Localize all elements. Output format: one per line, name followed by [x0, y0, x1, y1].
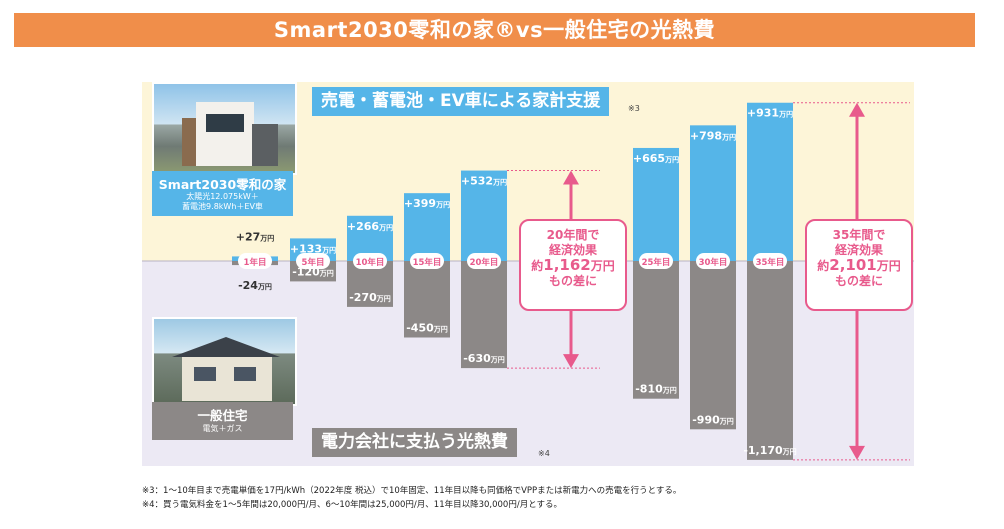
smart-house-photo	[152, 82, 297, 175]
year-label-5: 25年目	[642, 257, 671, 268]
bar-positive-5	[633, 147, 679, 261]
effect-35-box: 35年間で 経済効果 約2,101万円 もの差に	[805, 219, 913, 311]
value-label-negative-4: -630万円	[463, 352, 505, 365]
year-label-7: 35年目	[756, 257, 785, 268]
effect-20-amount: 1,162	[543, 256, 591, 274]
smart-house-name: Smart2030零和の家	[158, 177, 287, 192]
year-pill-2	[353, 253, 387, 269]
value-label-negative-0: -24万円	[238, 279, 272, 292]
effect-35-line4: もの差に	[834, 274, 883, 288]
smart-house-spec2: 蓄電池9.8kWh＋EV車	[182, 202, 263, 211]
effect-20-prefix: 約	[531, 259, 544, 273]
bar-positive-3	[404, 193, 450, 261]
year-label-4: 20年目	[470, 257, 499, 268]
value-label-negative-2: -270万円	[349, 291, 391, 304]
year-pill-3	[410, 253, 444, 269]
top-band-note: ※3	[628, 104, 640, 113]
effect-35-line2: 経済効果	[834, 243, 883, 257]
effect-35-unit: 万円	[876, 259, 901, 273]
effect-20-line1: 20年間で	[546, 228, 600, 242]
diff-arrow-35-head-up	[849, 102, 865, 117]
value-label-positive-7: +931万円	[747, 107, 793, 120]
diff-arrow-20-head-up	[563, 170, 579, 185]
effect-20-line3: 約1,162万円	[521, 258, 625, 274]
year-label-2: 10年目	[356, 257, 385, 268]
year-label-3: 15年目	[413, 257, 442, 268]
value-label-negative-6: -990万円	[692, 413, 734, 426]
year-pill-0	[238, 253, 272, 269]
bar-negative-4	[461, 261, 507, 369]
value-label-positive-0: +27万円	[236, 230, 275, 243]
general-house-name: 一般住宅	[197, 408, 248, 423]
year-pill-1	[296, 253, 330, 269]
chart-title: Smart2030零和の家®vs一般住宅の光熱費	[14, 13, 975, 47]
effect-20-box: 20年間で 経済効果 約1,162万円 もの差に	[519, 219, 627, 311]
footnotes: ※3：1〜10年目まで売電単価を17円/kWh（2022年度 税込）で10年固定…	[142, 484, 681, 512]
smart-house-caption: Smart2030零和の家 太陽光12.075kW＋ 蓄電池9.8kWh＋EV車	[152, 171, 293, 216]
diff-arrow-35-head-down	[849, 445, 865, 460]
footnote-4: ※4：買う電気料金を1〜5年間は20,000円/月、6〜10年間は25,000円…	[142, 500, 562, 510]
diff-arrow-20-head-down	[563, 354, 579, 369]
bar-positive-4	[461, 170, 507, 261]
general-house-spec: 電気＋ガス	[202, 424, 243, 433]
top-band-label: 売電・蓄電池・EV車による家計支援	[312, 87, 610, 116]
effect-20-line4: もの差に	[548, 274, 597, 288]
bar-positive-7	[747, 102, 793, 261]
value-label-negative-1: -120万円	[292, 265, 334, 278]
value-label-positive-3: +399万円	[404, 197, 450, 210]
value-label-positive-6: +798万円	[690, 129, 736, 142]
effect-20-line2: 経済効果	[548, 243, 597, 257]
general-house-caption: 一般住宅 電気＋ガス	[152, 402, 293, 440]
year-label-6: 30年目	[699, 257, 728, 268]
year-pill-4	[467, 253, 501, 269]
value-label-positive-1: +133万円	[290, 242, 336, 255]
year-label-1: 5年目	[302, 257, 325, 268]
bar-negative-6	[690, 261, 736, 430]
year-pill-5	[639, 253, 673, 269]
year-pill-6	[696, 253, 730, 269]
value-label-positive-5: +665万円	[633, 152, 679, 165]
bar-positive-6	[690, 125, 736, 261]
effect-35-line3: 約2,101万円	[807, 258, 911, 274]
effect-35-amount: 2,101	[829, 256, 877, 274]
smart-house-spec1: 太陽光12.075kW＋	[186, 192, 259, 201]
value-label-negative-7: -1,170万円	[743, 444, 796, 457]
general-house-photo	[152, 317, 297, 406]
effect-35-line1: 35年間で	[832, 228, 886, 242]
bar-negative-3	[404, 261, 450, 338]
value-label-positive-4: +532万円	[461, 175, 507, 188]
value-label-negative-5: -810万円	[635, 383, 677, 396]
year-pill-7	[753, 253, 787, 269]
bottom-band-label: 電力会社に支払う光熱費	[312, 428, 517, 457]
footnote-3: ※3：1〜10年目まで売電単価を17円/kWh（2022年度 税込）で10年固定…	[142, 486, 682, 496]
bar-negative-5	[633, 261, 679, 399]
bar-negative-7	[747, 261, 793, 460]
value-label-negative-3: -450万円	[406, 322, 448, 335]
effect-35-prefix: 約	[817, 259, 830, 273]
bottom-band-note: ※4	[538, 449, 550, 458]
value-label-positive-2: +266万円	[347, 220, 393, 233]
effect-20-unit: 万円	[590, 259, 615, 273]
year-label-0: 1年目	[244, 257, 267, 268]
